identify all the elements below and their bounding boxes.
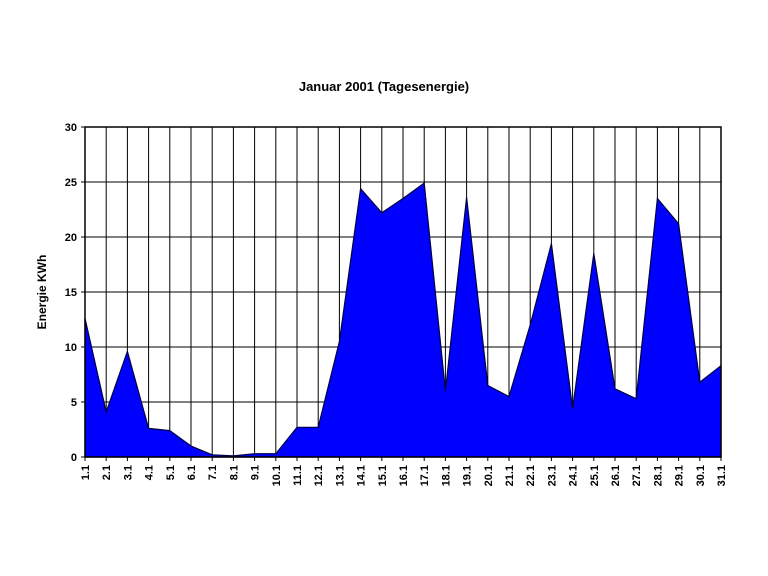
x-tick-label: 29.1 <box>674 465 686 486</box>
x-tick-label: 22.1 <box>525 465 537 486</box>
x-tick-label: 14.1 <box>356 465 368 486</box>
y-tick-label: 25 <box>65 177 77 189</box>
area-series <box>84 182 722 458</box>
x-tick-label: 13.1 <box>334 465 346 486</box>
y-tick-label: 5 <box>71 397 77 409</box>
x-tick-label: 16.1 <box>398 465 410 486</box>
y-tick-label: 10 <box>65 342 77 354</box>
x-tick-label: 7.1 <box>207 465 219 480</box>
x-tick-label: 18.1 <box>440 465 452 486</box>
y-tick-label: 0 <box>71 452 77 464</box>
x-tick-label: 19.1 <box>462 465 474 486</box>
x-tick-label: 6.1 <box>186 465 198 480</box>
x-tick-label: 8.1 <box>228 465 240 480</box>
x-tick-label: 30.1 <box>695 465 707 486</box>
x-tick-label: 23.1 <box>546 465 558 486</box>
x-tick-label: 2.1 <box>101 465 113 480</box>
x-tick-label: 26.1 <box>610 465 622 486</box>
y-tick-label: 20 <box>65 232 77 244</box>
chart-title: Januar 2001 (Tagesenergie) <box>298 79 470 94</box>
x-tick-label: 9.1 <box>250 465 262 480</box>
y-tick-label: 15 <box>65 287 77 299</box>
x-tick-label: 5.1 <box>165 465 177 480</box>
x-tick-label: 4.1 <box>144 465 156 480</box>
x-tick-label: 25.1 <box>589 465 601 486</box>
x-tick-label: 31.1 <box>716 465 728 486</box>
x-tick-label: 28.1 <box>652 465 664 486</box>
x-tick-label: 20.1 <box>483 465 495 486</box>
y-tick-label: 30 <box>65 122 77 134</box>
x-tick-label: 17.1 <box>419 465 431 486</box>
y-axis-title: Energie KWh <box>35 255 49 330</box>
x-tick-label: 24.1 <box>568 465 580 486</box>
x-tick-label: 27.1 <box>631 465 643 486</box>
x-tick-label: 21.1 <box>504 465 516 486</box>
x-tick-label: 3.1 <box>122 465 134 480</box>
x-tick-label: 11.1 <box>292 465 304 486</box>
x-tick-label: 10.1 <box>271 465 283 486</box>
x-tick-label: 1.1 <box>80 465 92 480</box>
x-tick-label: 12.1 <box>313 465 325 486</box>
x-tick-label: 15.1 <box>377 465 389 486</box>
